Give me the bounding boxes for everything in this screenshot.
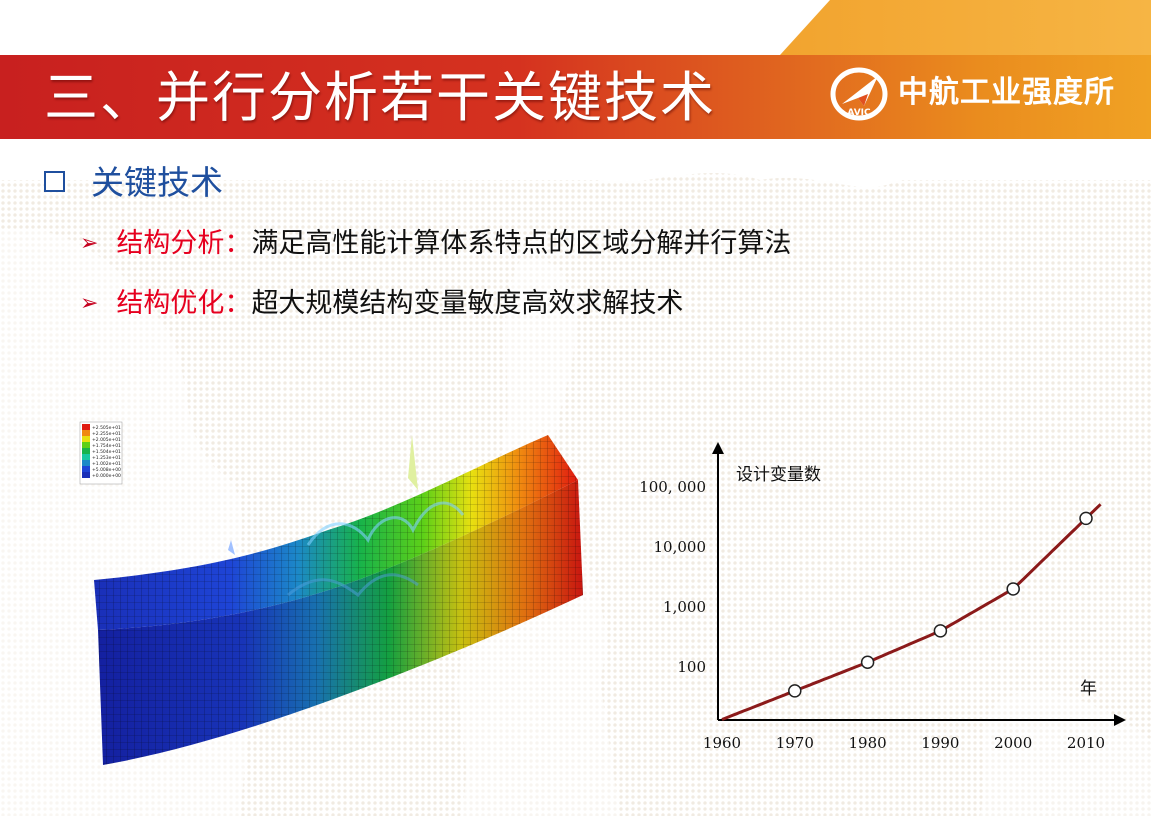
data-point-marker — [1006, 582, 1020, 596]
square-bullet-icon — [44, 171, 65, 192]
data-point-marker — [860, 655, 875, 669]
arrow-bullet-icon: ➢ — [80, 231, 99, 256]
logo-text: 中航工业强度所 — [898, 75, 1115, 110]
section-heading-text: 关键技术 — [91, 163, 223, 202]
header-accent-band — [780, 0, 1151, 55]
legend-value: +0.000e+00 — [92, 473, 121, 479]
section-heading: 关键技术 — [44, 160, 223, 206]
legend-value: +2.255e+01 — [92, 431, 121, 437]
avic-logo: AVIC 中航工业强度所 — [828, 64, 1138, 122]
y-tick-label: 10,000 — [654, 538, 707, 556]
y-tick-label: 100 — [677, 658, 706, 676]
y-axis-label: 设计变量数 — [736, 465, 821, 485]
x-tick-label: 2000 — [994, 734, 1032, 752]
legend-value: +1.504e+01 — [92, 449, 121, 455]
y-tick-label: 1,000 — [663, 598, 706, 616]
bullet-desc: 超大规模结构变量敏度高效求解技术 — [251, 288, 684, 319]
bullet-item-optimization: ➢ 结构优化：超大规模结构变量敏度高效求解技术 — [80, 284, 683, 324]
x-tick-label: 2010 — [1067, 734, 1105, 752]
design-variables-chart: 设计变量数 年 1960 1970 1980 1990 2000 2010 100 1,000… — [640, 442, 1126, 752]
logo-badge-text: AVIC — [847, 108, 871, 118]
data-point-marker — [933, 624, 948, 638]
legend-value: +2.005e+01 — [92, 437, 121, 443]
legend-value: +2.505e+01 — [92, 425, 121, 431]
fea-stress-figure: +2.505e+01 +2.255e+01 +2.005e+01 +1.754e… — [79, 421, 583, 765]
page-title: 三、并行分析若干关键技术 — [44, 66, 716, 129]
bullet-key: 结构优化： — [116, 288, 252, 319]
legend-value: +1.253e+01 — [92, 455, 121, 461]
data-point-marker — [788, 684, 802, 698]
avic-logo-icon: AVIC — [830, 67, 888, 121]
fea-color-legend: +2.505e+01 +2.255e+01 +2.005e+01 +1.754e… — [79, 421, 123, 485]
bullet-desc: 满足高性能计算体系特点的区域分解并行算法 — [251, 228, 792, 259]
x-tick-label: 1980 — [849, 734, 887, 752]
bullet-item-analysis: ➢ 结构分析：满足高性能计算体系特点的区域分解并行算法 — [80, 224, 791, 264]
x-tick-label: 1960 — [703, 734, 741, 752]
bullet-key: 结构分析： — [116, 228, 252, 259]
legend-value: +1.002e+01 — [92, 461, 121, 467]
title-bar — [0, 55, 1151, 139]
arrow-bullet-icon: ➢ — [80, 291, 99, 316]
x-tick-label: 1990 — [921, 734, 959, 752]
chart-axes — [712, 442, 1126, 726]
growth-curve — [721, 503, 1102, 721]
legend-value: +5.008e+00 — [92, 467, 121, 473]
x-axis-label: 年 — [1080, 679, 1097, 699]
x-tick-label: 1970 — [776, 734, 814, 752]
legend-value: +1.754e+01 — [92, 443, 121, 449]
data-point-marker — [1079, 511, 1093, 526]
y-tick-label: 100, 000 — [640, 478, 706, 496]
